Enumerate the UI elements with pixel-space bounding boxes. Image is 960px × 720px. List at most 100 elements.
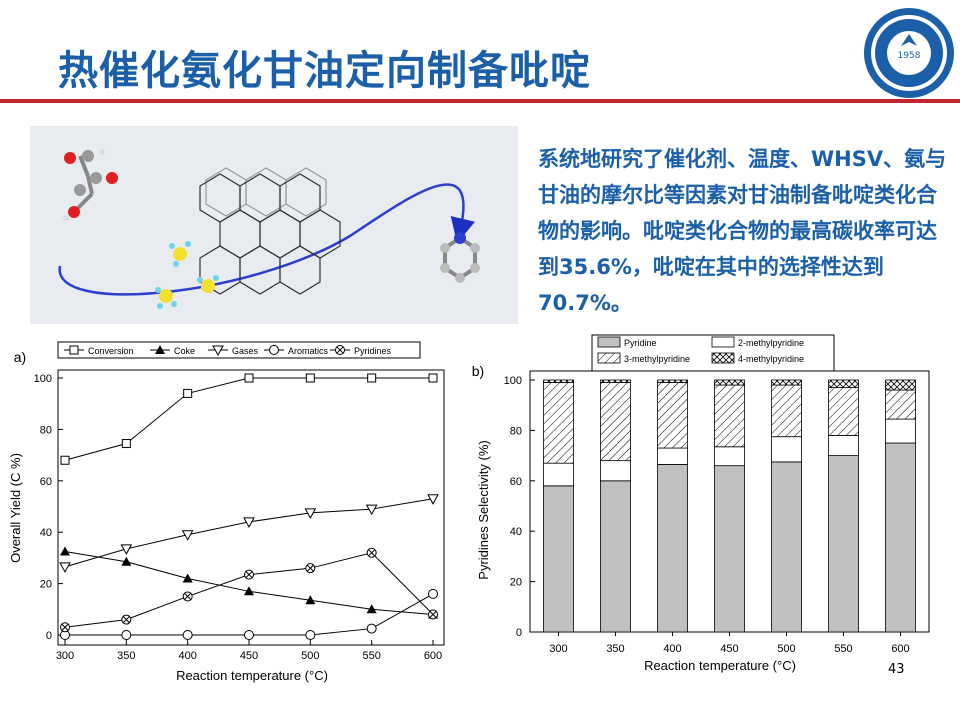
chart-b-legend: Pyridine 2-methylpyridine 3-methylpyridine… — [591, 334, 835, 372]
chart-a-xtick-label: 450 — [240, 650, 258, 662]
chart-b-bar-3-methylpyridine — [714, 384, 745, 448]
chart-a-point-pyridines — [121, 614, 132, 625]
chart-b-ylabel: Pyridines Selectivity (%) — [476, 440, 491, 579]
chart-a-xtick-label: 400 — [178, 650, 196, 662]
chart-a-point-conversion — [121, 439, 131, 449]
chart-b-ytick-label: 20 — [510, 577, 522, 589]
chart-b-ytick-label: 100 — [504, 375, 522, 387]
description-text: 系统地研究了催化剂、温度、WHSV、氨与甘油的摩尔比等因素对甘油制备吡啶类化合物… — [538, 147, 947, 315]
chart-a-point-aromatics — [428, 588, 438, 599]
chart-a-legend-marker-gases — [212, 345, 224, 357]
chart-b-xtick-label: 500 — [777, 643, 795, 655]
chart-b-bar-2-methylpyridine — [885, 418, 916, 444]
chart-b-bar-3-methylpyridine — [771, 384, 802, 438]
chart-a-legend-marker-pyridines — [335, 345, 345, 355]
chart-a-point-conversion — [183, 388, 193, 398]
chart-a-xtick-label: 550 — [362, 650, 380, 662]
chart-a-ytick-label: 100 — [34, 373, 52, 385]
chart-a-point-aromatics — [366, 623, 377, 634]
chart-a-xtick-label: 500 — [301, 650, 319, 662]
chart-a-point-gases — [243, 517, 255, 528]
chart-a-legend-label: Conversion — [88, 346, 134, 356]
chart-a-point-coke — [182, 573, 193, 583]
carbon-catalyst-icon — [199, 167, 341, 295]
chart-b-xtick-label: 350 — [606, 643, 624, 655]
chart-b-bar-4-methylpyridine — [714, 379, 745, 386]
chart-a-ytick-label: 0 — [46, 630, 52, 642]
chart-b-panel-label: b) — [472, 363, 484, 379]
chart-a-point-aromatics — [244, 630, 254, 640]
chart-a-xtick-label: 600 — [424, 650, 442, 662]
chart-b-bar-2-methylpyridine — [657, 447, 688, 465]
chart-a-point-conversion — [60, 455, 70, 465]
chart-b-bar-2-methylpyridine — [600, 460, 631, 482]
chart-a-series-line-aromatics — [65, 593, 434, 636]
chart-a-legend-marker-coke — [155, 345, 165, 354]
chart-b-ytick-label: 80 — [510, 425, 522, 437]
chart-a-point-pyridines — [244, 569, 254, 580]
chart-b-legend-swatch-3-methylpyridine — [597, 352, 621, 364]
chart-b-bar-pyridine — [657, 464, 688, 633]
chart-b-bar-pyridine — [885, 442, 916, 633]
university-logo: 1958 — [864, 8, 954, 98]
chart-b-legend-label: Pyridine — [624, 338, 657, 348]
chart-b-bar-3-methylpyridine — [543, 382, 574, 464]
chart-b-legend-swatch-2-methylpyridine — [711, 336, 735, 348]
chart-a-point-conversion — [305, 373, 315, 383]
chart-b-legend-swatch-pyridine — [597, 336, 621, 348]
chart-b-bar-3-methylpyridine — [828, 387, 859, 436]
chart-b-bar-pyridine — [828, 455, 859, 633]
chart-a-point-pyridines — [366, 547, 377, 558]
chart-a-point-gases — [59, 562, 71, 573]
chart-a-point-coke — [305, 595, 316, 605]
chart-b-xtick-label: 550 — [834, 643, 852, 655]
chart-b-bar-4-methylpyridine — [657, 379, 688, 383]
glycerol-molecule-icon — [63, 149, 118, 221]
chart-b-bar-3-methylpyridine — [885, 389, 916, 420]
chart-b-legend-label: 4-methylpyridine — [738, 354, 804, 364]
chart-a-point-coke — [244, 586, 254, 596]
chart-b-ytick-label: 40 — [510, 526, 522, 538]
chart-a-point-gases — [427, 494, 439, 505]
chart-a-legend-marker-aromatics — [269, 345, 279, 355]
chart-a-legend-label: Gases — [232, 346, 259, 356]
chart-a-legend-label: Pyridines — [354, 346, 392, 356]
chart-a-series-line-gases — [64, 498, 434, 568]
pyridine-molecule-icon — [440, 232, 480, 283]
chart-b-bar-pyridine — [543, 485, 574, 633]
chart-a-point-pyridines — [305, 563, 316, 574]
chart-b-bar-4-methylpyridine — [885, 379, 916, 391]
reaction-illustration — [30, 126, 518, 324]
chart-b-bar-2-methylpyridine — [714, 446, 745, 467]
chart-a-point-gases — [365, 504, 378, 516]
chart-b-xtick-label: 600 — [891, 643, 909, 655]
chart-b-bar-3-methylpyridine — [600, 382, 631, 462]
chart-a-point-conversion — [428, 373, 438, 383]
chart-a-ytick-label: 40 — [40, 527, 52, 539]
chart-b-bar-4-methylpyridine — [600, 379, 631, 383]
chart-b-bar-pyridine — [771, 461, 802, 633]
chart-a-legend-marker-conversion — [69, 345, 79, 355]
chart-a-xlabel: Reaction temperature (°C) — [176, 668, 328, 683]
chart-a-ylabel: Overall Yield (C %) — [8, 453, 23, 563]
slide-title: 热催化氨化甘油定向制备吡啶 — [58, 48, 591, 94]
chart-a-legend-label: Aromatics — [288, 346, 329, 356]
chart-a-series-line-conversion — [64, 377, 433, 461]
chart-b-ytick-label: 60 — [510, 476, 522, 488]
svg-text:1958: 1958 — [898, 51, 921, 61]
chart-a-point-gases — [120, 544, 133, 555]
chart-a-point-coke — [366, 604, 377, 614]
chart-b-legend-label: 3-methylpyridine — [624, 354, 690, 364]
chart-a-panel-label: a) — [14, 349, 26, 365]
chart-a-point-conversion — [367, 373, 377, 383]
chart-a-point-coke — [60, 546, 70, 556]
chart-a-legend-label: Coke — [174, 346, 195, 356]
chart-a-xtick-label: 300 — [56, 650, 74, 662]
chart-a-legend: Conversion Coke Gases Aromatics Pyridines — [57, 341, 421, 359]
chart-b-bar-4-methylpyridine — [828, 379, 859, 388]
chart-a-point-coke — [121, 556, 132, 566]
page-number: 43 — [888, 662, 905, 677]
chart-a-xtick-label: 350 — [117, 650, 135, 662]
chart-a-point-pyridines — [182, 591, 193, 602]
